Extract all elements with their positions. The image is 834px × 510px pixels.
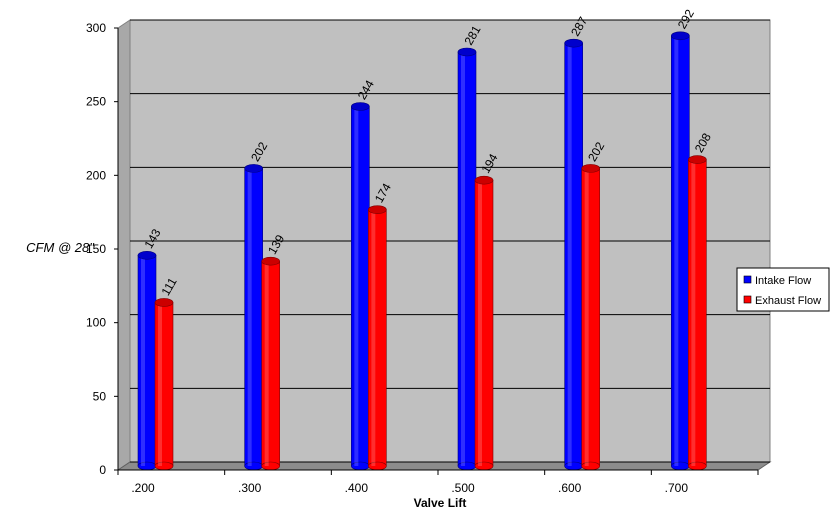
bar-top [474,175,494,185]
bar-shine [141,255,145,466]
legend-swatch [743,295,752,304]
bar [474,175,494,471]
bar [564,38,583,471]
y-tick-label: 0 [99,463,106,477]
bar-bottom [564,461,583,471]
x-axis-label: Valve Lift [414,496,467,510]
bar-shine [567,43,572,467]
y-tick-label: 50 [93,389,107,403]
bar-top [154,298,174,307]
bar-bottom [261,461,280,471]
bar [671,31,690,471]
bar-body [154,302,174,467]
bar-body [581,168,600,467]
bar-bottom [474,461,494,471]
bar-bottom [154,461,174,471]
bar-top [368,205,387,214]
bar-shine [478,180,482,466]
bar-body [137,255,157,467]
bar-shine [247,168,252,467]
bar-top [564,38,583,48]
bar-shine [158,302,162,466]
legend-label: Intake Flow [755,275,811,287]
bar-body [474,179,494,467]
bar-shine [691,159,696,466]
x-tick-label: .600 [558,481,582,495]
x-tick-label: .700 [665,481,689,495]
bar-bottom [671,461,690,471]
bar-body [688,159,707,467]
y-tick-label: 300 [86,21,106,35]
y-axis-label: CFM @ 28" [26,240,95,255]
bar-top [688,155,707,164]
bar-body [261,260,280,467]
bar-body [244,168,263,467]
bar [351,102,370,471]
y-tick-label: 200 [86,168,106,182]
legend [736,267,830,312]
bar-top [244,164,263,173]
bar-body [564,42,583,467]
bar-shine [264,261,269,466]
bar-top [351,102,370,111]
bar-bottom [368,461,387,471]
bar [154,298,174,471]
bar [457,47,477,471]
x-tick-label: .500 [451,481,475,495]
bar [261,256,280,471]
x-tick-label: .200 [131,481,155,495]
bar [137,251,157,471]
bar-top [581,164,600,173]
bar-bottom [457,461,477,471]
bars [137,31,707,471]
legend-label: Exhaust Flow [755,295,821,307]
bar [368,205,387,471]
bar-body [351,106,370,467]
bar-bottom [137,461,157,471]
bar-top [671,31,690,41]
bar-bottom [351,461,370,471]
bar-shine [674,35,679,466]
bar-shine [354,106,359,467]
x-tick-label: .300 [238,481,262,495]
legend-swatch [743,275,752,284]
grid [130,19,770,463]
bar [244,164,263,471]
bar-shine [461,51,465,466]
bar-top [137,251,157,260]
bar-bottom [688,461,707,471]
bar-top [261,256,280,266]
side-wall [117,19,131,471]
bar-body [457,51,477,467]
bar-bottom [581,461,600,471]
y-tick-label: 250 [86,95,106,109]
y-tick-label: 100 [86,316,106,330]
bar-body [368,209,387,467]
bar [688,155,707,471]
x-tick-label: .400 [345,481,369,495]
bar-shine [371,209,376,466]
bar-bottom [244,461,263,471]
bar-shine [584,168,589,467]
bar-body [671,35,690,467]
y-tick-label: 150 [86,242,106,256]
bar [581,164,600,471]
bar-top [457,47,477,57]
